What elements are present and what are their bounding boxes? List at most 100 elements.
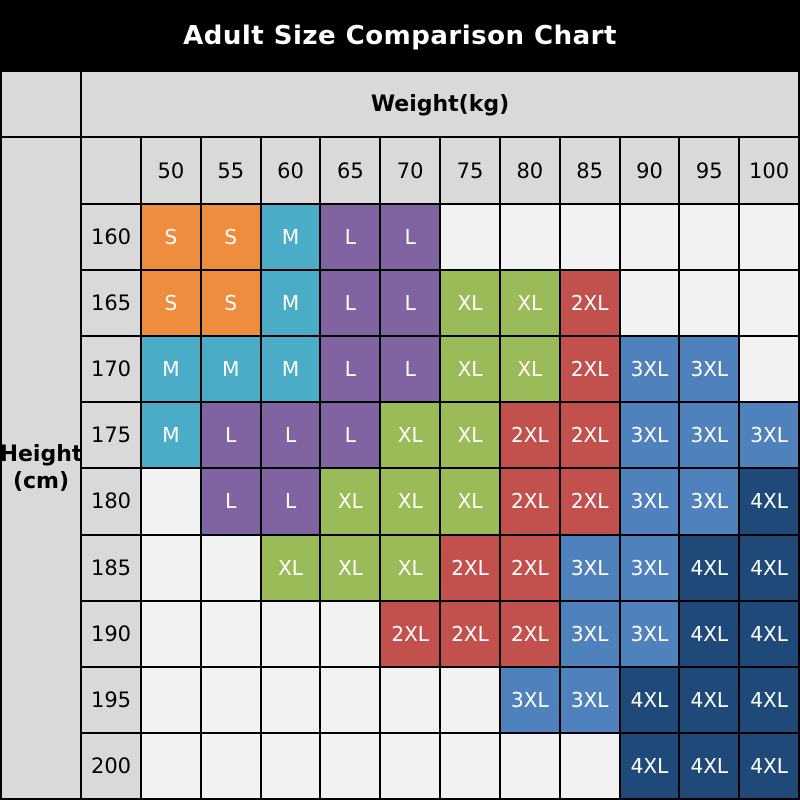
- size-cell-3xl: 3XL: [740, 403, 798, 468]
- size-cell-l: L: [381, 205, 440, 270]
- weight-col-header: 85: [560, 138, 619, 203]
- empty-cell: [620, 271, 679, 336]
- height-row-header: 195: [82, 667, 140, 732]
- empty-cell: [740, 337, 798, 402]
- empty-cell: [142, 601, 200, 666]
- empty-cell: [441, 667, 499, 732]
- height-row-header: 160: [82, 205, 140, 270]
- weight-col-header: 50: [142, 138, 200, 203]
- height-row-header: 180: [82, 469, 140, 534]
- size-cell-4xl: 4XL: [620, 733, 679, 798]
- empty-cell: [201, 601, 260, 666]
- size-cell-l: L: [381, 337, 440, 402]
- empty-cell: [201, 667, 260, 732]
- size-cell-xl: XL: [261, 535, 320, 600]
- size-cell-xl: XL: [381, 535, 440, 600]
- size-cell-4xl: 4XL: [680, 733, 739, 798]
- size-cell-4xl: 4XL: [740, 469, 798, 534]
- empty-cell: [261, 601, 320, 666]
- size-cell-3xl: 3XL: [620, 337, 679, 402]
- size-cell-2xl: 2XL: [560, 403, 619, 468]
- size-cell-2xl: 2XL: [500, 535, 559, 600]
- size-cell-l: L: [321, 205, 380, 270]
- size-cell-3xl: 3XL: [500, 667, 559, 732]
- empty-cell: [740, 271, 798, 336]
- size-cell-m: M: [142, 403, 200, 468]
- size-cell-s: S: [142, 271, 200, 336]
- height-row-header: 185: [82, 535, 140, 600]
- empty-cell: [381, 733, 440, 798]
- size-cell-4xl: 4XL: [740, 601, 798, 666]
- size-cell-xl: XL: [441, 271, 499, 336]
- empty-cell: [142, 469, 200, 534]
- size-cell-s: S: [201, 271, 260, 336]
- size-cell-xl: XL: [441, 337, 499, 402]
- size-cell-4xl: 4XL: [680, 601, 739, 666]
- size-comparison-table: Weight(kg) Height (cm) 50 55 60 65 70 75 80 85 9…: [2, 72, 798, 798]
- empty-cell: [142, 733, 200, 798]
- size-cell-3xl: 3XL: [620, 601, 679, 666]
- weight-col-header: 60: [261, 138, 320, 203]
- height-row-header: 190: [82, 601, 140, 666]
- size-cell-l: L: [321, 337, 380, 402]
- size-cell-4xl: 4XL: [740, 733, 798, 798]
- size-cell-xl: XL: [381, 469, 440, 534]
- page-title: Adult Size Comparison Chart: [183, 21, 617, 51]
- size-cell-m: M: [201, 337, 260, 402]
- size-cell-3xl: 3XL: [560, 667, 619, 732]
- height-row-header: 175: [82, 403, 140, 468]
- empty-cell: [142, 535, 200, 600]
- empty-cell: [321, 601, 380, 666]
- size-cell-3xl: 3XL: [680, 469, 739, 534]
- empty-cell: [381, 667, 440, 732]
- height-axis-label: Height (cm): [2, 441, 80, 496]
- size-cell-2xl: 2XL: [441, 535, 499, 600]
- empty-cell: [680, 205, 739, 270]
- empty-cell: [560, 205, 619, 270]
- size-cell-xl: XL: [500, 337, 559, 402]
- size-cell-l: L: [381, 271, 440, 336]
- empty-cell: [500, 733, 559, 798]
- size-cell-3xl: 3XL: [620, 469, 679, 534]
- size-cell-3xl: 3XL: [560, 535, 619, 600]
- empty-cell: [620, 205, 679, 270]
- size-cell-3xl: 3XL: [560, 601, 619, 666]
- size-cell-m: M: [261, 337, 320, 402]
- size-cell-3xl: 3XL: [680, 337, 739, 402]
- size-cell-xl: XL: [441, 469, 499, 534]
- weight-axis-header: Weight(kg): [82, 72, 798, 136]
- size-cell-3xl: 3XL: [620, 535, 679, 600]
- empty-cell: [560, 733, 619, 798]
- size-cell-4xl: 4XL: [740, 535, 798, 600]
- weight-col-header: 55: [201, 138, 260, 203]
- size-cell-2xl: 2XL: [441, 601, 499, 666]
- size-cell-l: L: [261, 469, 320, 534]
- empty-cell: [740, 205, 798, 270]
- weight-col-header: 80: [500, 138, 559, 203]
- size-cell-2xl: 2XL: [500, 403, 559, 468]
- size-cell-4xl: 4XL: [620, 667, 679, 732]
- size-cell-3xl: 3XL: [680, 403, 739, 468]
- weight-axis-label: Weight(kg): [370, 91, 510, 117]
- height-row-header: 165: [82, 271, 140, 336]
- height-axis-header: Height (cm): [2, 138, 80, 798]
- weight-col-header: 75: [441, 138, 499, 203]
- weight-col-header: 65: [321, 138, 380, 203]
- size-cell-xl: XL: [321, 535, 380, 600]
- weight-col-header: 95: [680, 138, 739, 203]
- size-cell-l: L: [261, 403, 320, 468]
- empty-cell: [321, 733, 380, 798]
- size-cell-4xl: 4XL: [680, 667, 739, 732]
- size-cell-xl: XL: [441, 403, 499, 468]
- size-cell-2xl: 2XL: [560, 271, 619, 336]
- empty-cell: [201, 535, 260, 600]
- size-cell-2xl: 2XL: [500, 601, 559, 666]
- size-cell-2xl: 2XL: [560, 337, 619, 402]
- size-cell-l: L: [201, 403, 260, 468]
- empty-cell: [261, 667, 320, 732]
- empty-cell: [321, 667, 380, 732]
- size-cell-xl: XL: [321, 469, 380, 534]
- size-cell-2xl: 2XL: [381, 601, 440, 666]
- size-cell-2xl: 2XL: [560, 469, 619, 534]
- weight-col-header: 90: [620, 138, 679, 203]
